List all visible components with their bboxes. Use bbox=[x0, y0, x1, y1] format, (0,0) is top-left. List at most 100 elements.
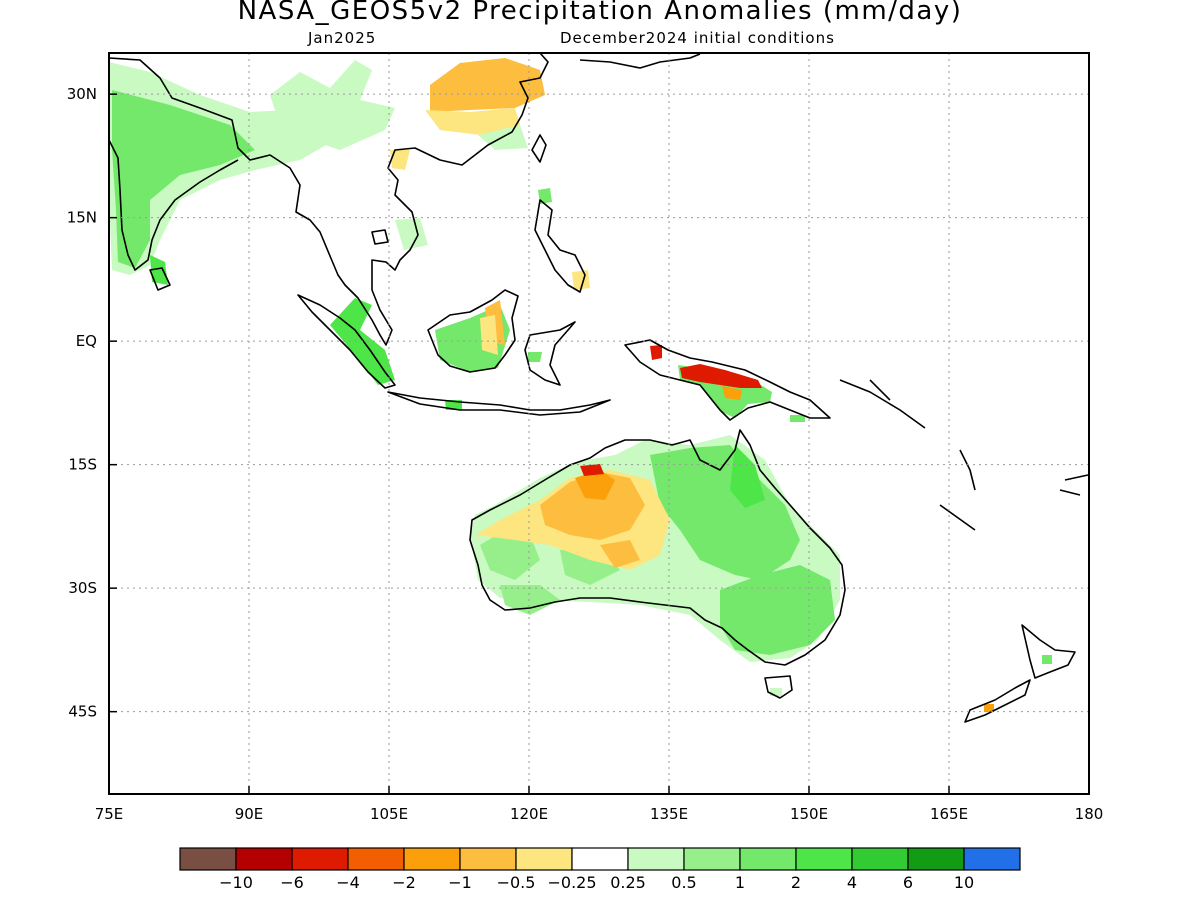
colorbar-label: 1 bbox=[735, 873, 745, 892]
graticule bbox=[108, 53, 1090, 794]
coastline-new-guinea bbox=[624, 339, 831, 421]
coastline-vanuatu bbox=[939, 449, 976, 531]
colorbar-swatch bbox=[795, 847, 853, 871]
anomaly-new-guinea-orange bbox=[722, 386, 742, 400]
colorbar-label: −2 bbox=[392, 873, 416, 892]
anomaly-china-orange bbox=[430, 58, 545, 112]
anomaly-tasmania bbox=[770, 688, 782, 696]
colorbar-label: −0.5 bbox=[497, 873, 536, 892]
anomaly-new-guinea-red bbox=[680, 364, 762, 388]
colorbar-label: −1 bbox=[448, 873, 472, 892]
colorbar-swatch bbox=[851, 847, 909, 871]
lat-tick-label: 15S bbox=[68, 456, 97, 474]
anomaly-indochina bbox=[395, 218, 428, 250]
lat-tick-label: 15N bbox=[67, 209, 97, 227]
colorbar-label: 0.5 bbox=[671, 873, 696, 892]
anomaly-inland-orange bbox=[600, 540, 640, 568]
coastline-asia bbox=[109, 53, 549, 346]
anomaly-borneo-light bbox=[480, 315, 498, 355]
colorbar-swatch bbox=[627, 847, 685, 871]
lat-tick-label: 30N bbox=[67, 85, 97, 103]
colorbar-swatch bbox=[459, 847, 517, 871]
colorbar-swatch bbox=[403, 847, 461, 871]
colorbar-swatch bbox=[907, 847, 965, 871]
coastline-java bbox=[387, 391, 611, 416]
colorbar-label: 4 bbox=[847, 873, 857, 892]
initial-conditions-label: December2024 initial conditions bbox=[560, 29, 835, 47]
colorbar-swatch bbox=[739, 847, 797, 871]
coastline-philippines bbox=[534, 199, 586, 293]
anomaly-china-light bbox=[425, 108, 520, 135]
anomaly-kimberley-red bbox=[580, 464, 604, 476]
colorbar-swatch bbox=[291, 847, 349, 871]
colorbar-swatch bbox=[683, 847, 741, 871]
latitude-labels: 30N 15N EQ 15S 30S 45S bbox=[67, 85, 97, 721]
colorbar-swatch bbox=[963, 847, 1021, 871]
anomaly-wa-green bbox=[480, 530, 540, 580]
anomaly-shading bbox=[109, 58, 1052, 712]
longitude-labels: 75E 90E 105E 120E 135E 150E 165E 180 bbox=[95, 805, 1104, 823]
coastline-sumatra bbox=[297, 294, 396, 389]
anomaly-nz-south bbox=[984, 704, 994, 712]
anomaly-wa-south bbox=[500, 585, 560, 615]
colorbar-label: 6 bbox=[903, 873, 913, 892]
anomaly-se-australia bbox=[720, 565, 835, 655]
coastline-sulawesi bbox=[524, 321, 576, 386]
colorbar-labels: −10 −6 −4 −2 −1 −0.5 −0.25 0.25 0.5 1 2 4 6 10 bbox=[219, 873, 974, 892]
lon-tick-label: 165E bbox=[930, 805, 968, 823]
colorbar-swatch bbox=[515, 847, 573, 871]
lon-tick-label: 75E bbox=[95, 805, 124, 823]
coastline-new-zealand-south bbox=[964, 679, 1031, 723]
colorbar-label: 2 bbox=[791, 873, 801, 892]
anomaly-tibet bbox=[270, 60, 395, 150]
colorbar-label: −10 bbox=[219, 873, 253, 892]
colorbar-label: −4 bbox=[336, 873, 360, 892]
coastlines bbox=[109, 53, 1089, 723]
lat-tick-label: EQ bbox=[76, 332, 97, 350]
coastline-japan bbox=[579, 53, 701, 69]
colorbar bbox=[179, 847, 1021, 871]
coastline-australia bbox=[469, 429, 846, 666]
map-frame bbox=[108, 52, 1090, 795]
lon-tick-label: 150E bbox=[790, 805, 828, 823]
colorbar-label: −0.25 bbox=[547, 873, 596, 892]
colorbar-label: 10 bbox=[954, 873, 974, 892]
anomaly-cape-york-bright bbox=[730, 445, 765, 508]
coastline-sri-lanka bbox=[149, 267, 171, 291]
coastline-hainan bbox=[371, 229, 389, 245]
anomaly-sulawesi bbox=[528, 352, 542, 362]
anomaly-bird-head bbox=[650, 345, 662, 360]
coastline-tasmania bbox=[764, 675, 793, 699]
colorbar-swatch bbox=[347, 847, 405, 871]
lon-tick-label: 135E bbox=[650, 805, 688, 823]
coastline-borneo bbox=[427, 289, 519, 373]
colorbar-label: −6 bbox=[280, 873, 304, 892]
lon-tick-label: 180 bbox=[1075, 805, 1104, 823]
anomaly-kimberley-orange bbox=[540, 472, 645, 540]
anomaly-india-green bbox=[112, 90, 255, 268]
anomaly-kimberley-dark bbox=[575, 470, 615, 500]
lat-tick-label: 30S bbox=[68, 579, 97, 597]
lon-tick-label: 105E bbox=[370, 805, 408, 823]
forecast-month: Jan2025 bbox=[308, 29, 377, 47]
colorbar-swatch bbox=[235, 847, 293, 871]
coastline-new-zealand-north bbox=[1021, 624, 1076, 679]
anomaly-queensland-green bbox=[650, 445, 800, 580]
colorbar-swatch bbox=[179, 847, 237, 871]
lat-tick-label: 45S bbox=[68, 703, 97, 721]
coastline-taiwan bbox=[531, 134, 547, 163]
coastline-india bbox=[109, 139, 239, 271]
lon-tick-label: 90E bbox=[235, 805, 264, 823]
colorbar-swatch bbox=[571, 847, 629, 871]
anomaly-nz-north bbox=[1042, 655, 1052, 664]
colorbar-label: 0.25 bbox=[610, 873, 646, 892]
anomaly-solomon bbox=[790, 415, 805, 422]
coastline-fiji bbox=[1059, 474, 1089, 496]
anomaly-vietnam bbox=[390, 150, 410, 170]
anomaly-philippines bbox=[538, 188, 552, 204]
lon-tick-label: 120E bbox=[510, 805, 548, 823]
chart-title: NASA_GEOS5v2 Precipitation Anomalies (mm… bbox=[237, 0, 963, 26]
coastline-solomon bbox=[839, 379, 926, 429]
anomaly-india-bright bbox=[150, 255, 168, 285]
